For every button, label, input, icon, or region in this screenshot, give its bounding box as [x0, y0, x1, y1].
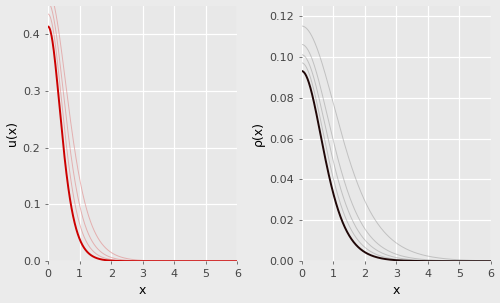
X-axis label: x: x — [392, 285, 400, 298]
Y-axis label: u(x): u(x) — [6, 121, 18, 146]
X-axis label: x: x — [139, 285, 146, 298]
Y-axis label: ρ(x): ρ(x) — [252, 121, 265, 146]
